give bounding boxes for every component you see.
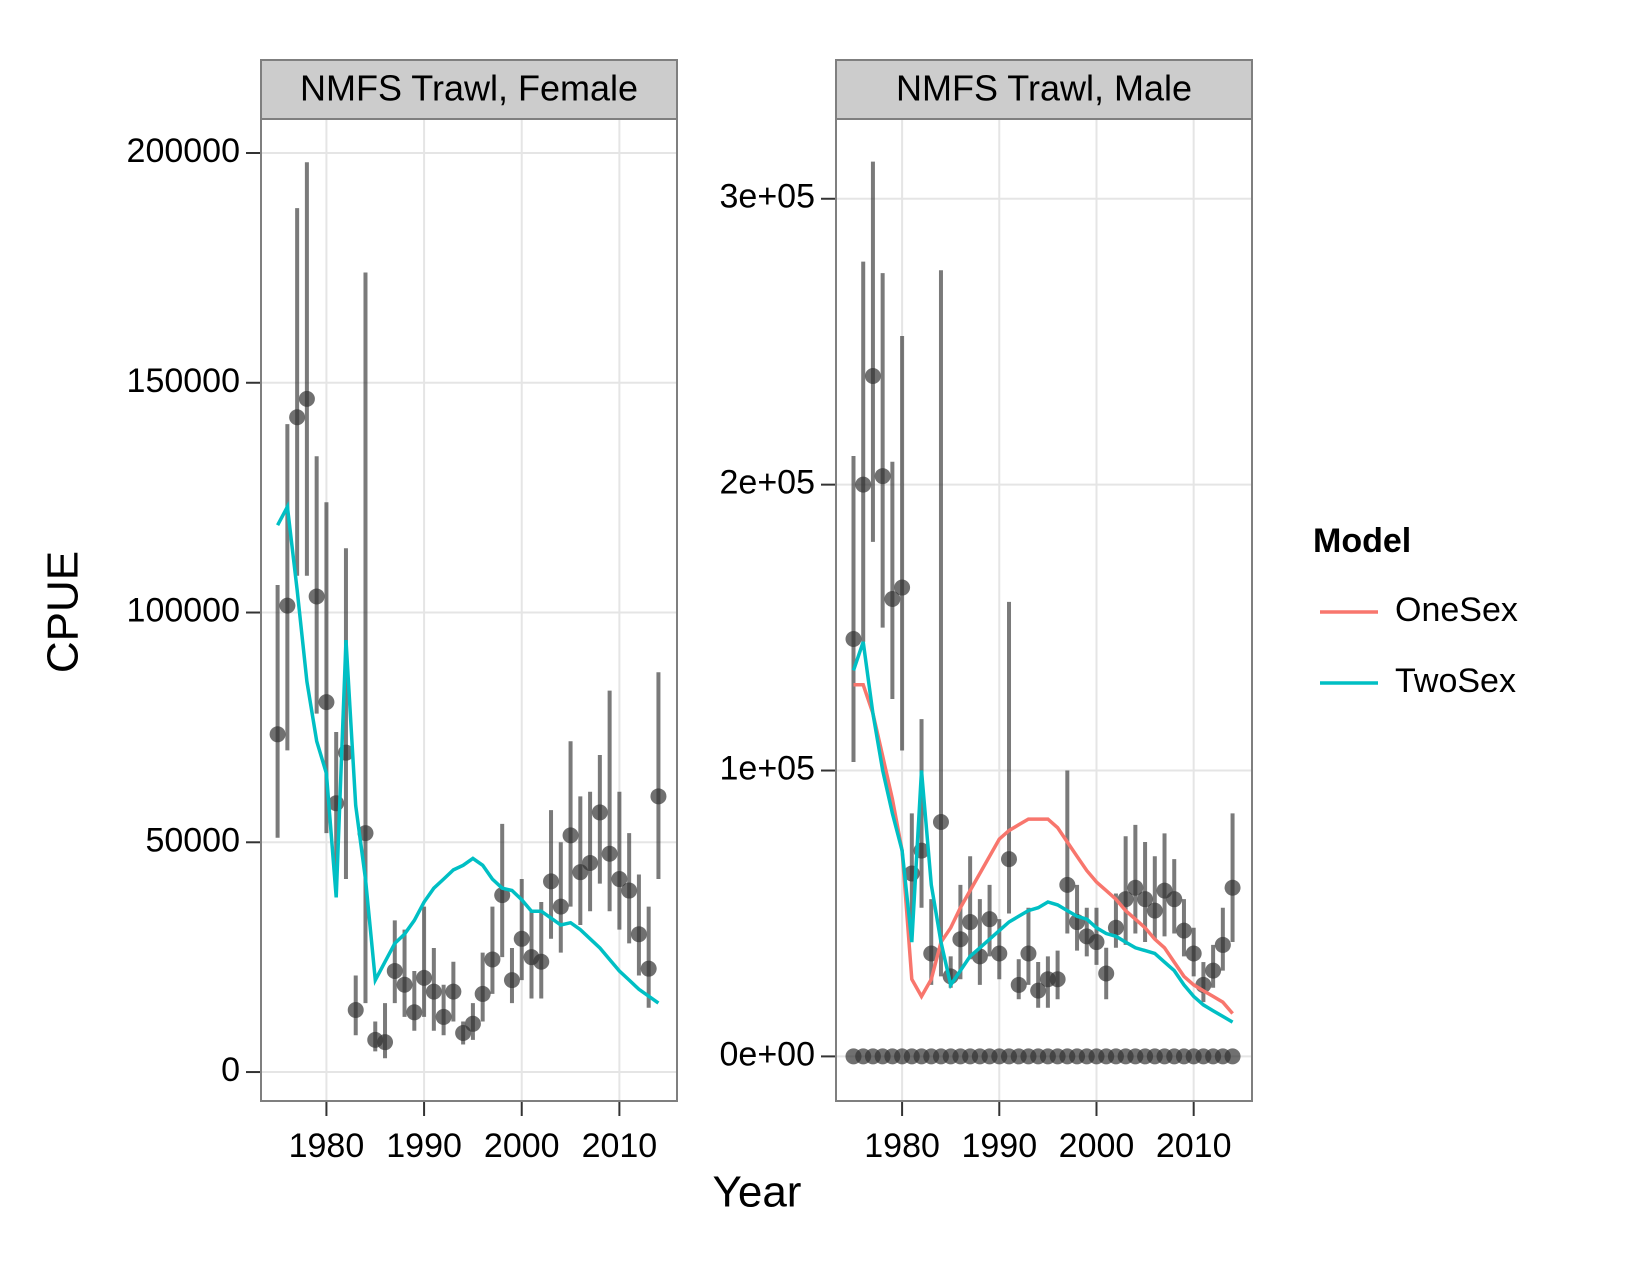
point: [1107, 919, 1124, 936]
point: [279, 597, 296, 614]
point: [981, 911, 998, 928]
point: [425, 983, 442, 1000]
y-tick-label: 0: [221, 1051, 240, 1089]
point: [396, 976, 413, 993]
point: [1117, 891, 1134, 908]
point: [962, 914, 979, 931]
y-tick-label: 3e+05: [720, 178, 816, 216]
x-tick-label: 2000: [1059, 1127, 1135, 1165]
point: [611, 871, 628, 888]
point: [513, 930, 530, 947]
point: [1175, 922, 1192, 939]
point: [650, 788, 667, 805]
y-tick-label: 150000: [127, 362, 240, 400]
point: [533, 953, 550, 970]
point: [1166, 891, 1183, 908]
x-tick-label: 1990: [961, 1127, 1037, 1165]
point: [347, 1002, 364, 1019]
point: [406, 1004, 423, 1021]
point: [552, 898, 569, 915]
point: [630, 926, 647, 943]
strip-label: NMFS Trawl, Female: [300, 68, 638, 109]
panel-border: [835, 118, 1253, 1102]
point: [1127, 879, 1144, 896]
point: [445, 983, 462, 1000]
point: [1059, 876, 1076, 893]
strip-label: NMFS Trawl, Male: [896, 68, 1192, 109]
x-tick-label: 1980: [289, 1127, 365, 1165]
point: [582, 854, 599, 871]
point: [1030, 982, 1047, 999]
point: [864, 368, 881, 385]
point: [1205, 962, 1222, 979]
point: [298, 390, 315, 407]
legend-label: TwoSex: [1395, 662, 1516, 700]
panel-border: [260, 118, 678, 1102]
point: [884, 590, 901, 607]
point: [845, 631, 862, 648]
point: [855, 476, 872, 493]
y-tick-label: 50000: [145, 821, 240, 859]
point: [269, 726, 286, 743]
point: [416, 969, 433, 986]
point: [503, 972, 520, 989]
point: [1185, 945, 1202, 962]
strip: [835, 59, 1253, 120]
point: [1137, 891, 1154, 908]
point: [377, 1034, 394, 1051]
point: [562, 827, 579, 844]
point: [874, 468, 891, 485]
y-tick-label: 2e+05: [720, 464, 816, 502]
x-tick-label: 1990: [386, 1127, 462, 1165]
point: [932, 813, 949, 830]
point: [1224, 1048, 1241, 1065]
point: [1049, 971, 1066, 988]
point: [621, 882, 638, 899]
x-axis-title: Year: [713, 1168, 802, 1217]
point: [308, 588, 325, 605]
point: [640, 960, 657, 977]
point: [386, 962, 403, 979]
legend-title: Model: [1313, 522, 1411, 560]
x-tick-label: 2010: [582, 1127, 658, 1165]
point: [952, 931, 969, 948]
point: [1214, 936, 1231, 953]
point: [991, 945, 1008, 962]
point: [1010, 976, 1027, 993]
point: [894, 579, 911, 596]
x-tick-label: 2010: [1156, 1127, 1232, 1165]
panel: [261, 119, 677, 1101]
point: [543, 873, 560, 890]
point: [464, 1015, 481, 1032]
x-tick-label: 1980: [864, 1127, 940, 1165]
y-tick-label: 0e+00: [720, 1035, 816, 1073]
y-tick-label: 100000: [127, 592, 240, 630]
point: [1020, 945, 1037, 962]
point: [484, 951, 501, 968]
point: [1146, 902, 1163, 919]
point: [1088, 934, 1105, 951]
point: [591, 804, 608, 821]
legend-label: OneSex: [1395, 591, 1518, 629]
point: [1001, 851, 1018, 868]
y-axis-title: CPUE: [39, 551, 88, 673]
x-tick-label: 2000: [484, 1127, 560, 1165]
line: [851, 641, 1234, 1024]
line: [276, 501, 660, 1005]
point: [289, 409, 306, 426]
point: [435, 1008, 452, 1025]
line: [853, 683, 1234, 1015]
point: [474, 985, 491, 1002]
point: [601, 845, 618, 862]
point: [1224, 879, 1241, 896]
y-tick-label: 1e+05: [720, 750, 816, 788]
y-tick-label: 200000: [127, 132, 240, 170]
point: [318, 694, 335, 711]
point: [494, 887, 511, 904]
point: [1098, 965, 1115, 982]
strip: [260, 59, 678, 120]
